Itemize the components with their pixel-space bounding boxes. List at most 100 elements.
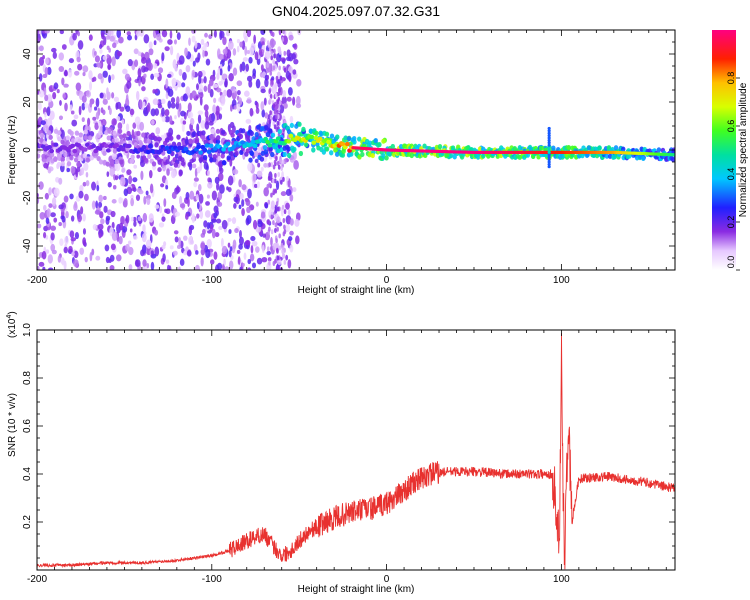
spectrogram-noise-cell	[277, 172, 280, 178]
spectrogram-noise-cell	[244, 35, 248, 43]
spectrogram-y-ticks: 40 20 0 -20 -40	[22, 29, 675, 271]
spectrogram-noise-cell	[247, 258, 252, 265]
spectrogram-halo-cell	[308, 128, 314, 134]
spectrogram-halo-cell	[63, 152, 68, 158]
spectrogram-halo-cell	[538, 145, 544, 151]
spectrogram-noise-cell	[151, 119, 155, 125]
spectrogram-noise-cell	[191, 69, 196, 78]
spectrogram-noise-cell	[218, 184, 225, 194]
spectrogram-halo-cell	[117, 128, 123, 134]
spectrogram-ridge-cell	[311, 140, 317, 145]
spectrogram-noise-cell	[143, 34, 150, 44]
spectrogram-noise-cell	[111, 74, 115, 81]
spectrogram-noise-cell	[183, 235, 188, 241]
spectrogram-noise-cell	[111, 199, 117, 204]
spectrogram-noise-cell	[164, 208, 168, 213]
spectrogram-noise-cell	[130, 194, 134, 200]
spectrogram-noise-cell	[69, 230, 75, 239]
spectrogram-noise-cell	[228, 249, 232, 258]
spectrogram-halo-cell	[282, 151, 287, 157]
spectrogram-noise-cell	[136, 154, 141, 159]
spectrogram-noise-cell	[221, 219, 228, 230]
spectrogram-noise-cell	[71, 119, 78, 127]
spectrogram-noise-cell	[161, 52, 165, 62]
spectrogram-noise-cell	[130, 216, 134, 222]
spectrogram-noise-cell	[255, 201, 259, 207]
spectrogram-noise-cell	[137, 75, 142, 83]
spectrogram-noise-cell	[250, 245, 254, 254]
spectrogram-noise-cell	[232, 48, 237, 56]
spectrogram-halo-cell	[201, 130, 206, 136]
spectrogram-noise-cell	[64, 69, 68, 77]
spectrogram-noise-cell	[123, 198, 128, 206]
spectrogram-noise-cell	[273, 159, 277, 165]
spectrogram-halo-cell	[49, 152, 55, 158]
spectrogram-noise-cell	[245, 63, 250, 72]
spectrogram-halo-cell	[154, 142, 159, 148]
spectrogram-noise-cell	[122, 68, 128, 75]
spectrogram-noise-cell	[121, 166, 126, 173]
spectrogram-noise-cell	[40, 120, 47, 126]
spectrogram-noise-cell	[200, 38, 205, 46]
spectrogram-noise-cell	[37, 102, 42, 111]
spectrogram-noise-cell	[168, 265, 172, 270]
spectrogram-noise-cell	[276, 109, 279, 115]
spectrogram-halo-cell	[74, 130, 80, 136]
spectrogram-halo-cell	[146, 138, 152, 144]
spectrogram-noise-cell	[160, 183, 165, 188]
spectrogram-noise-cell	[82, 228, 87, 235]
spectrogram-noise-cell	[202, 228, 206, 235]
spectrogram-noise-cell	[239, 63, 243, 73]
spectrogram-noise-cell	[275, 242, 280, 249]
spectrogram-noise-cell	[60, 129, 65, 140]
spectrogram-noise-cell	[158, 222, 165, 228]
y-tick-label: -20	[22, 190, 33, 205]
spectrogram-noise-cell	[283, 67, 287, 73]
spectrogram-spike-cell	[547, 150, 551, 154]
spectrogram-noise-cell	[99, 48, 103, 54]
spectrogram-noise-cell	[285, 176, 289, 182]
spectrogram-noise-cell	[223, 89, 227, 97]
spectrogram-noise-cell	[174, 115, 177, 120]
spectrogram-panel: -200 -100 0 100 40 20 0 -20 -40 Height of strai…	[7, 29, 676, 296]
spectrogram-noise-cell	[92, 116, 97, 121]
spectrogram-noise-cell	[105, 35, 111, 40]
spectrogram-ridge-cell	[672, 153, 675, 157]
spectrogram-noise-cell	[232, 67, 238, 76]
spectrogram-noise-cell	[276, 99, 280, 105]
spectrogram-noise-cell	[234, 228, 239, 234]
spectrogram-noise-cell	[233, 196, 239, 203]
spectrogram-noise-cell	[43, 87, 47, 96]
spectrogram-noise-cell	[258, 48, 263, 56]
spectrogram-noise-cell	[154, 108, 160, 116]
spectrogram-noise-cell	[61, 44, 67, 50]
spectrogram-noise-cell	[268, 89, 271, 95]
spectrogram-halo-cell	[83, 134, 88, 141]
spectrogram-noise-cell	[47, 267, 54, 270]
spectrogram-halo-cell	[612, 154, 617, 160]
colorbar-gradient	[712, 30, 736, 270]
spectrogram-noise-cell	[105, 215, 111, 221]
spectrogram-noise-cell	[84, 102, 89, 109]
spectrogram-noise-cell	[61, 257, 65, 266]
spectrogram-noise-cell	[272, 164, 276, 170]
spectrogram-noise-cell	[111, 56, 116, 67]
spectrogram-noise-cell	[269, 93, 273, 99]
spectrogram-noise-cell	[203, 220, 208, 228]
spectrogram-noise-cell	[266, 246, 270, 252]
spectrogram-noise-cell	[289, 218, 294, 226]
spectrogram-noise-cell	[147, 102, 151, 113]
spectrogram-noise-cell	[275, 238, 278, 244]
y-tick-label: 1.0	[22, 323, 33, 337]
spectrogram-spike-cell	[547, 160, 551, 164]
spectrogram-halo-cell	[150, 132, 155, 138]
spectrogram-noise-cell	[236, 38, 241, 44]
spectrogram-noise-cell	[206, 164, 209, 171]
spectrogram-noise-cell	[68, 58, 75, 64]
spectrogram-noise-cell	[61, 215, 66, 223]
spectrogram-noise-cell	[161, 216, 166, 222]
spectrogram-noise-cell	[140, 52, 144, 58]
spectrogram-noise-cell	[116, 30, 122, 39]
spectrogram-noise-cell	[276, 206, 280, 212]
spectrogram-noise-cell	[204, 109, 209, 118]
